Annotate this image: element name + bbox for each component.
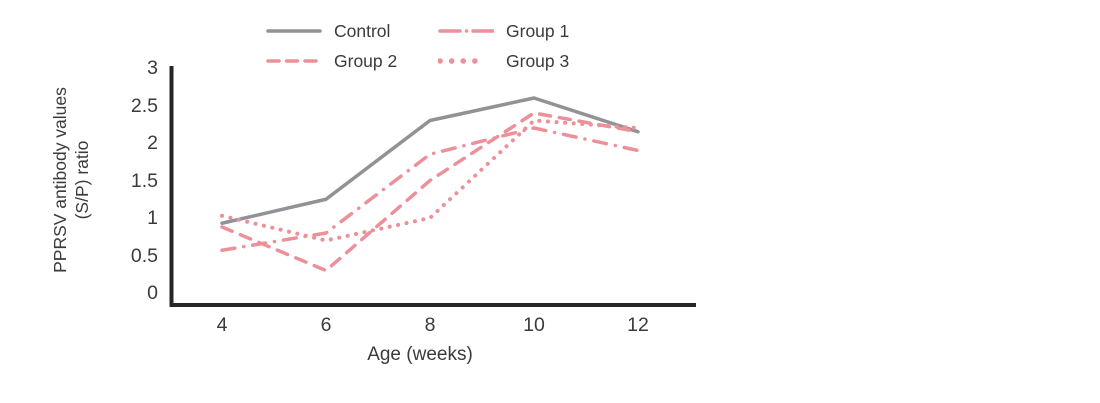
legend-swatch-dashdot-line [438,29,494,33]
x-tick-label: 8 [424,314,436,336]
y-axis-title-line2: (S/P) ratio [72,140,92,220]
legend-label: Group 2 [334,50,398,71]
y-tick-label: 0 [147,282,158,304]
legend-item-control: Control [266,20,424,42]
y-axis-title: PPRSV antibody values (S/P) ratio [49,60,93,300]
y-tick-label: 3 [147,57,158,79]
y-tick-label: 2 [147,132,158,154]
chart-legend: Control Group 1 Group 2 Group 3 [266,20,569,72]
series-line-control [220,96,640,225]
legend-item-group-2: Group 2 [266,50,424,72]
legend-label: Group 1 [506,20,570,41]
x-tick-label: 10 [523,314,545,336]
series-line-group-2 [220,111,640,273]
y-tick-label: 1.5 [130,169,158,192]
legend-swatch-dashed-line [266,59,318,63]
series-line-group-3 [220,118,640,243]
legend-item-group-1: Group 1 [438,20,569,42]
legend-label: Group 3 [506,50,570,71]
x-tick-label: 4 [216,314,228,336]
y-tick-label: 0.5 [130,244,158,267]
y-axis-title-line1: PPRSV antibody values [50,87,70,273]
y-tick-label: 1 [147,207,158,229]
legend-swatch-solid-line [266,29,322,33]
y-tick-label: 2.5 [130,94,158,117]
series-lines [220,96,640,273]
legend-item-group-3: Group 3 [438,50,569,72]
axes [169,66,696,307]
x-tick-label: 12 [627,314,649,336]
legend-swatch-dotted-line [438,58,485,64]
x-axis-title: Age (weeks) [367,344,473,365]
series-line-group-1 [220,126,640,252]
x-tick-label: 6 [320,314,332,336]
legend-label: Control [334,20,391,41]
